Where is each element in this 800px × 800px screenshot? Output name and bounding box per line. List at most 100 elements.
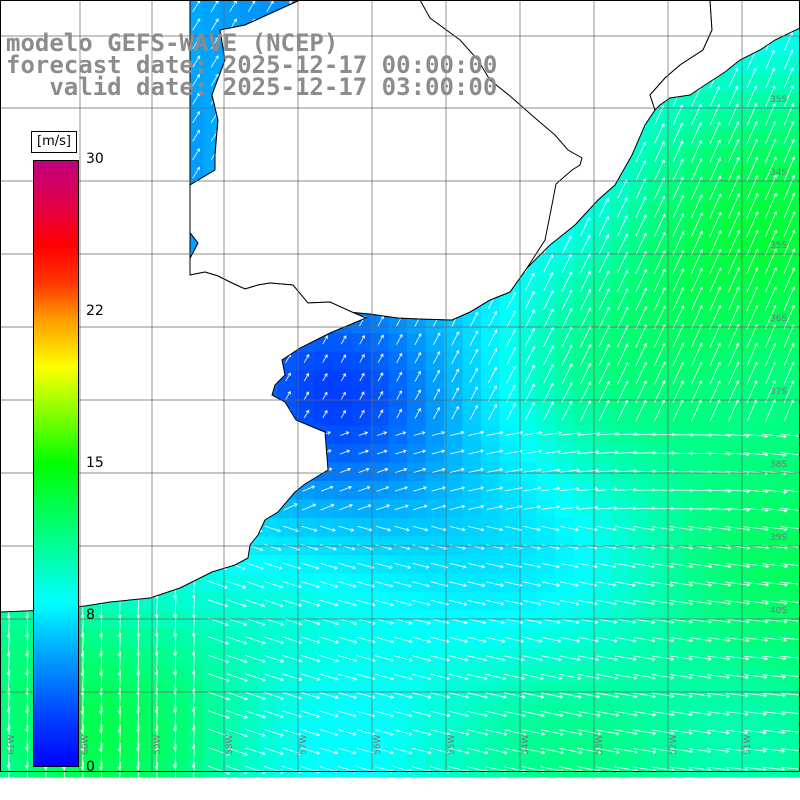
wind-arrow <box>746 211 759 238</box>
wind-arrow <box>282 654 303 663</box>
wind-arrow <box>448 729 470 736</box>
wind-arrow <box>449 562 467 569</box>
lon-label: 51W <box>743 735 753 755</box>
wind-arrow <box>319 581 339 588</box>
wind-arrow <box>765 102 776 126</box>
wind-arrow <box>207 710 231 719</box>
wind-arrow <box>192 111 200 124</box>
wind-arrow <box>761 600 788 606</box>
wind-arrow <box>319 655 340 663</box>
wind-arrow <box>616 306 629 329</box>
wind-arrow <box>337 747 357 755</box>
wind-arrow <box>762 489 788 494</box>
wind-arrow <box>468 544 485 550</box>
wind-arrow <box>449 504 466 510</box>
wind-arrow <box>653 268 666 293</box>
wind-arrow <box>283 525 300 533</box>
wind-cell <box>703 277 723 297</box>
wind-cell <box>795 333 800 353</box>
wind-arrow <box>469 348 479 365</box>
wind-arrow <box>743 600 769 606</box>
wind-cell <box>444 351 464 371</box>
wind-arrow <box>543 308 554 329</box>
wind-arrow <box>725 618 750 624</box>
wind-arrow <box>393 729 413 736</box>
wind-cell <box>536 351 556 371</box>
wind-arrow <box>431 431 446 436</box>
wind-arrow <box>393 673 413 681</box>
wind-arrow <box>412 544 430 551</box>
wind-arrow <box>394 467 408 473</box>
wind-arrow <box>486 449 504 455</box>
wind-arrow <box>300 618 321 626</box>
wind-arrow <box>376 449 388 455</box>
wind-arrow <box>746 304 758 330</box>
wind-arrow <box>746 156 759 182</box>
wind-arrow <box>651 600 675 606</box>
wind-arrow <box>411 692 432 699</box>
wind-arrow <box>727 211 740 238</box>
wind-arrow <box>488 385 497 402</box>
wind-cell <box>629 296 649 316</box>
wind-arrow <box>690 267 703 293</box>
wind-arrow <box>448 636 469 643</box>
wind-cell <box>795 259 800 279</box>
wind-cell <box>684 240 704 260</box>
wind-arrow <box>430 692 451 699</box>
wind-cell <box>684 388 704 408</box>
wind-arrow <box>486 563 504 569</box>
wind-arrow <box>762 452 787 457</box>
wind-arrow <box>651 655 675 661</box>
wind-arrow <box>577 468 600 473</box>
wind-arrow <box>337 655 358 663</box>
wind-arrow <box>192 129 200 142</box>
wind-arrow <box>244 710 266 719</box>
wind-cell <box>499 351 519 371</box>
wind-arrow <box>469 330 479 346</box>
wind-arrow <box>245 562 265 570</box>
wind-arrow <box>654 159 665 181</box>
wind-arrow <box>503 673 526 681</box>
wind-arrow <box>725 526 751 532</box>
wind-arrow <box>707 711 730 717</box>
wind-arrow <box>670 748 694 754</box>
wind-arrow <box>263 747 284 756</box>
wind-cell <box>610 333 630 353</box>
wind-arrow <box>764 285 777 311</box>
wind-cell <box>370 444 390 464</box>
wind-arrow <box>207 747 231 756</box>
wind-arrow <box>559 431 582 436</box>
wind-arrow <box>264 525 282 533</box>
wind-arrow <box>762 655 787 661</box>
wind-arrow <box>393 655 413 662</box>
wind-arrow <box>725 748 749 753</box>
wind-arrow <box>337 636 358 644</box>
wind-arrow <box>506 328 517 347</box>
wind-arrow <box>743 618 769 624</box>
wind-arrow <box>540 710 564 718</box>
wind-arrow <box>432 369 440 383</box>
wind-cell <box>499 333 519 353</box>
colorbar-unit-label: [m/s] <box>31 131 77 153</box>
wind-arrow <box>764 174 777 201</box>
wind-arrow <box>670 655 694 661</box>
wind-arrow <box>504 600 524 606</box>
wind-arrow <box>523 600 542 606</box>
wind-arrow <box>635 160 647 181</box>
lon-label: 57W <box>299 735 309 755</box>
wind-cell <box>222 0 242 20</box>
wind-arrow <box>337 729 357 736</box>
wind-cell <box>536 333 556 353</box>
wind-arrow <box>632 729 657 736</box>
wind-arrow <box>614 655 637 662</box>
wind-cell <box>481 407 501 427</box>
wind-arrow <box>617 269 629 292</box>
wind-arrow <box>728 380 739 403</box>
wind-arrow <box>449 486 466 492</box>
wind-arrow <box>783 285 795 311</box>
wind-cell <box>795 370 800 390</box>
wind-arrow <box>301 544 319 551</box>
wind-arrow <box>746 174 759 201</box>
wind-arrow <box>743 489 769 494</box>
wind-arrow <box>654 177 665 200</box>
